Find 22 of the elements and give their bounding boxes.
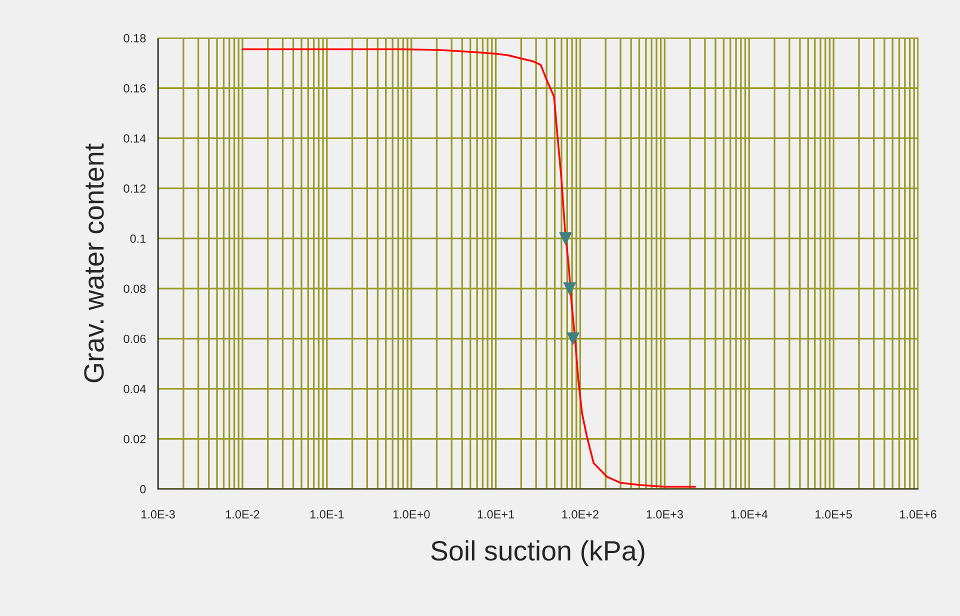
y-tick-label: 0.16 xyxy=(124,84,146,93)
x-tick-label: 1.0E+0 xyxy=(393,510,430,519)
y-tick-label: 0.06 xyxy=(124,334,146,344)
x-tick-label: 1.0E+6 xyxy=(900,510,936,519)
y-tick-label: 0 xyxy=(140,485,146,494)
x-tick-label: 1.0E+1 xyxy=(478,510,514,519)
y-tick-label: 0.02 xyxy=(124,434,146,444)
x-tick-label: 1.0E+3 xyxy=(646,510,684,519)
y-tick-label: 0.08 xyxy=(124,284,146,293)
y-tick-label: 0.04 xyxy=(124,384,146,394)
x-tick-label: 1.0E-3 xyxy=(142,510,175,519)
x-tick-label: 1.0E+5 xyxy=(816,510,852,519)
x-tick-label: 1.0E-2 xyxy=(226,510,260,519)
y-tick-label: 0.12 xyxy=(124,184,146,193)
x-tick-label: 1.0E+2 xyxy=(562,510,599,519)
y-tick-label: 0.14 xyxy=(124,134,146,143)
y-tick-label: 0.1 xyxy=(130,234,146,243)
x-tick-label: 1.0E-1 xyxy=(310,510,344,519)
y-tick-label: 0.18 xyxy=(124,34,146,42)
x-tick-label: 1.0E+4 xyxy=(731,510,768,519)
x-axis-title: Soil suction (kPa) xyxy=(431,540,644,566)
y-axis-title: Grav. water content xyxy=(84,144,104,382)
